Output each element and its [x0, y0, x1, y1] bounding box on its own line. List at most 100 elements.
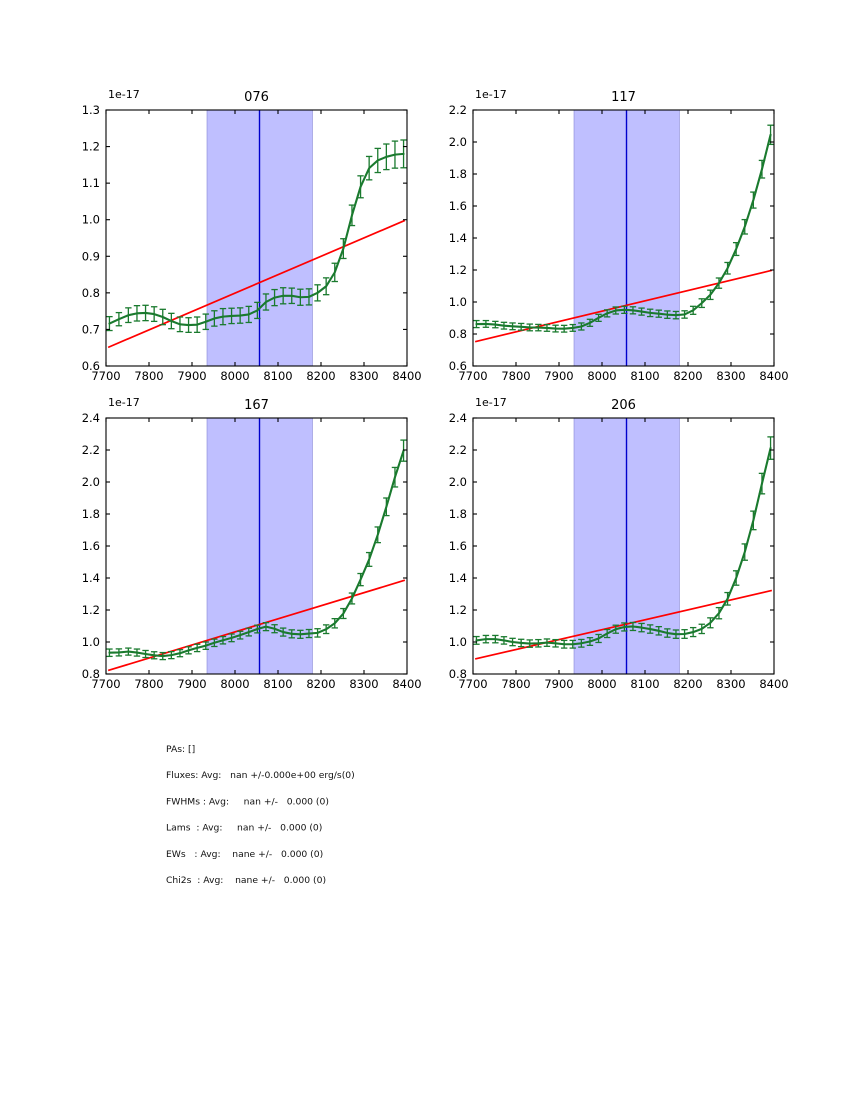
continuum-fit-line: [474, 589, 773, 660]
x-tick-label: 7800: [134, 677, 163, 691]
y-tick-label: 1.1: [82, 176, 100, 190]
x-tick-label: 8300: [716, 369, 745, 383]
summary-line-0: PAs: []: [166, 744, 195, 755]
axis-offset-label: 1e-17: [108, 396, 140, 409]
x-tick-label: 8100: [263, 369, 292, 383]
x-tick-label: 8300: [349, 677, 378, 691]
summary-line-5: Chi2s : Avg: nane +/- 0.000 (0): [166, 875, 326, 886]
axis-offset-label: 1e-17: [108, 88, 140, 101]
y-tick-label: 1.2: [82, 140, 100, 154]
plot-content: [473, 110, 774, 366]
x-tick-label: 8400: [392, 369, 421, 383]
spectrum-line: [475, 133, 772, 330]
summary-text-block: PAs: [] Fluxes: Avg: nan +/-0.000e+00 erg…: [166, 744, 355, 886]
chart-panel-167: 7700 7800 7900 8000 8100 8200 8300 8400 0.8 1.0 1.…: [82, 396, 422, 691]
y-tick-label: 1.8: [449, 507, 467, 521]
axis-frame: [472, 109, 775, 367]
x-tick-label: 7700: [91, 677, 120, 691]
y-tick-label: 0.6: [82, 359, 100, 373]
continuum-fit-line: [107, 219, 406, 349]
plot-content: [106, 110, 407, 366]
axis-frame: [105, 109, 408, 367]
y-tick-label: 0.8: [82, 667, 100, 681]
axis-frame: [105, 417, 408, 675]
y-tick-label: 1.6: [449, 539, 467, 553]
y-tick-label: 2.4: [449, 411, 467, 425]
y-tick-label: 2.2: [449, 103, 467, 117]
y-tick-label: 1.2: [449, 603, 467, 617]
y-tick-label: 2.0: [449, 475, 467, 489]
x-tick-label: 8400: [392, 677, 421, 691]
x-tick-label: 8300: [349, 369, 378, 383]
y-tick-label: 0.6: [449, 359, 467, 373]
y-tick-label: 0.7: [82, 322, 100, 336]
axis-frame: [472, 417, 775, 675]
y-tick-label: 1.2: [449, 263, 467, 277]
y-tick-label: 1.0: [449, 295, 467, 309]
y-tick-label: 2.0: [449, 135, 467, 149]
x-tick-label: 8200: [673, 677, 702, 691]
y-tick-label: 0.8: [449, 327, 467, 341]
y-tick-label: 0.8: [449, 667, 467, 681]
y-tick-label: 1.0: [82, 213, 100, 227]
panel-title-117: 117: [611, 90, 636, 105]
x-tick-label: 8000: [220, 677, 249, 691]
x-tick-label: 7800: [501, 369, 530, 383]
y-tick-label: 0.9: [82, 249, 100, 263]
x-tick-label: 8100: [630, 677, 659, 691]
y-tick-label: 1.8: [449, 167, 467, 181]
summary-line-2: FWHMs : Avg: nan +/- 0.000 (0): [166, 796, 329, 807]
chart-panel-117: 7700 7800 7900 8000 8100 8200 8300 8400 0.6 0.8 1.…: [449, 88, 789, 383]
summary-line-3: Lams : Avg: nan +/- 0.000 (0): [166, 823, 322, 834]
panels-group: 7700 7800 7900 8000 8100 8200 8300 8400 0.6 0.7 0.…: [82, 88, 789, 691]
spectrum-line: [475, 447, 772, 646]
y-tick-label: 1.4: [82, 571, 100, 585]
y-tick-label: 2.0: [82, 475, 100, 489]
x-tick-label: 7900: [177, 369, 206, 383]
x-tick-label: 8300: [716, 677, 745, 691]
x-tick-label: 8200: [306, 369, 335, 383]
y-tick-label: 1.0: [82, 635, 100, 649]
y-tick-label: 2.2: [82, 443, 100, 457]
x-tick-label: 8000: [220, 369, 249, 383]
y-tick-label: 1.4: [449, 571, 467, 585]
x-tick-label: 8000: [587, 369, 616, 383]
x-tick-label: 8400: [759, 369, 788, 383]
x-tick-label: 8000: [587, 677, 616, 691]
panel-title-167: 167: [244, 398, 269, 413]
chart-panel-076: 7700 7800 7900 8000 8100 8200 8300 8400 0.6 0.7 0.…: [82, 88, 422, 383]
x-tick-label: 8100: [630, 369, 659, 383]
x-tick-label: 8200: [306, 677, 335, 691]
summary-line-4: EWs : Avg: nane +/- 0.000 (0): [166, 849, 323, 860]
y-tick-label: 1.3: [82, 103, 100, 117]
x-tick-label: 7900: [177, 677, 206, 691]
axis-offset-label: 1e-17: [475, 396, 507, 409]
y-tick-label: 2.4: [82, 411, 100, 425]
x-tick-label: 7900: [544, 369, 573, 383]
spectrum-line: [108, 152, 405, 327]
plot-content: [106, 418, 407, 674]
y-tick-label: 1.0: [449, 635, 467, 649]
summary-line-1: Fluxes: Avg: nan +/-0.000e+00 erg/s(0): [166, 770, 355, 781]
y-tick-label: 1.2: [82, 603, 100, 617]
panel-title-076: 076: [244, 90, 269, 105]
x-tick-label: 7700: [458, 369, 487, 383]
x-tick-label: 8400: [759, 677, 788, 691]
axis-offset-label: 1e-17: [475, 88, 507, 101]
x-tick-label: 7700: [91, 369, 120, 383]
x-tick-label: 7800: [501, 677, 530, 691]
x-tick-label: 8200: [673, 369, 702, 383]
panel-title-206: 206: [611, 398, 636, 413]
y-tick-label: 0.8: [82, 286, 100, 300]
y-tick-label: 1.6: [82, 539, 100, 553]
plot-content: [473, 418, 774, 674]
x-tick-label: 7700: [458, 677, 487, 691]
y-tick-label: 2.2: [449, 443, 467, 457]
y-tick-label: 1.6: [449, 199, 467, 213]
y-tick-label: 1.4: [449, 231, 467, 245]
chart-panel-206: 7700 7800 7900 8000 8100 8200 8300 8400 0.8 1.0 1.…: [449, 396, 789, 691]
x-tick-label: 7900: [544, 677, 573, 691]
x-tick-label: 7800: [134, 369, 163, 383]
y-tick-label: 1.8: [82, 507, 100, 521]
